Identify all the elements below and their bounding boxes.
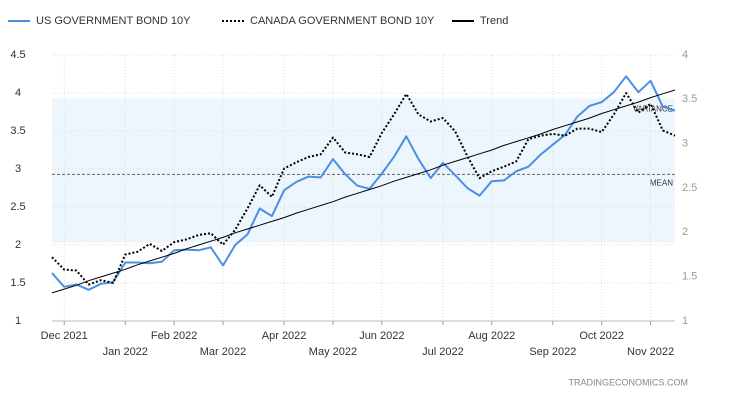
x-tick-label: Sep 2022 [529,346,576,358]
variance-band [52,98,675,243]
legend-label: Trend [480,15,508,27]
y-tick-label: 2.5 [10,201,25,213]
y2-tick-label: 4 [682,49,688,61]
mean-label: MEAN [650,178,673,187]
y2-tick-label: 3 [682,138,688,150]
x-tick-label: Dec 2021 [41,330,88,342]
x-tick-label: Apr 2022 [262,330,307,342]
y-tick-label: 1 [15,315,21,327]
x-tick-label: Nov 2022 [627,346,674,358]
series-line [51,89,676,294]
y-tick-label: 1.5 [10,277,25,289]
y2-tick-label: 2 [682,226,688,238]
y-tick-label: 4 [15,87,21,99]
source: TRADINGECONOMICS.COM [568,377,688,387]
legend-label: US GOVERNMENT BOND 10Y [36,15,191,27]
x-tick-label: Jan 2022 [103,346,148,358]
y2-tick-label: 3.5 [682,93,697,105]
y2-tick-label: 2.5 [682,182,697,194]
x-tick-label: Aug 2022 [468,330,515,342]
x-tick-label: Feb 2022 [151,330,197,342]
series-line [51,75,676,291]
x-tick-label: Jul 2022 [422,346,464,358]
y2-tick-label: 1 [682,315,688,327]
y2-tick-label: 1.5 [682,271,697,283]
x-tick-label: Oct 2022 [579,330,624,342]
y-tick-label: 3 [15,163,21,175]
y-tick-label: 4.5 [10,49,25,61]
y-tick-label: 2 [15,239,21,251]
x-tick-label: May 2022 [309,346,357,358]
x-tick-label: Mar 2022 [200,346,246,358]
x-tick-label: Jun 2022 [359,330,404,342]
y-tick-label: 3.5 [10,125,25,137]
legend-label: CANADA GOVERNMENT BOND 10Y [250,15,435,27]
